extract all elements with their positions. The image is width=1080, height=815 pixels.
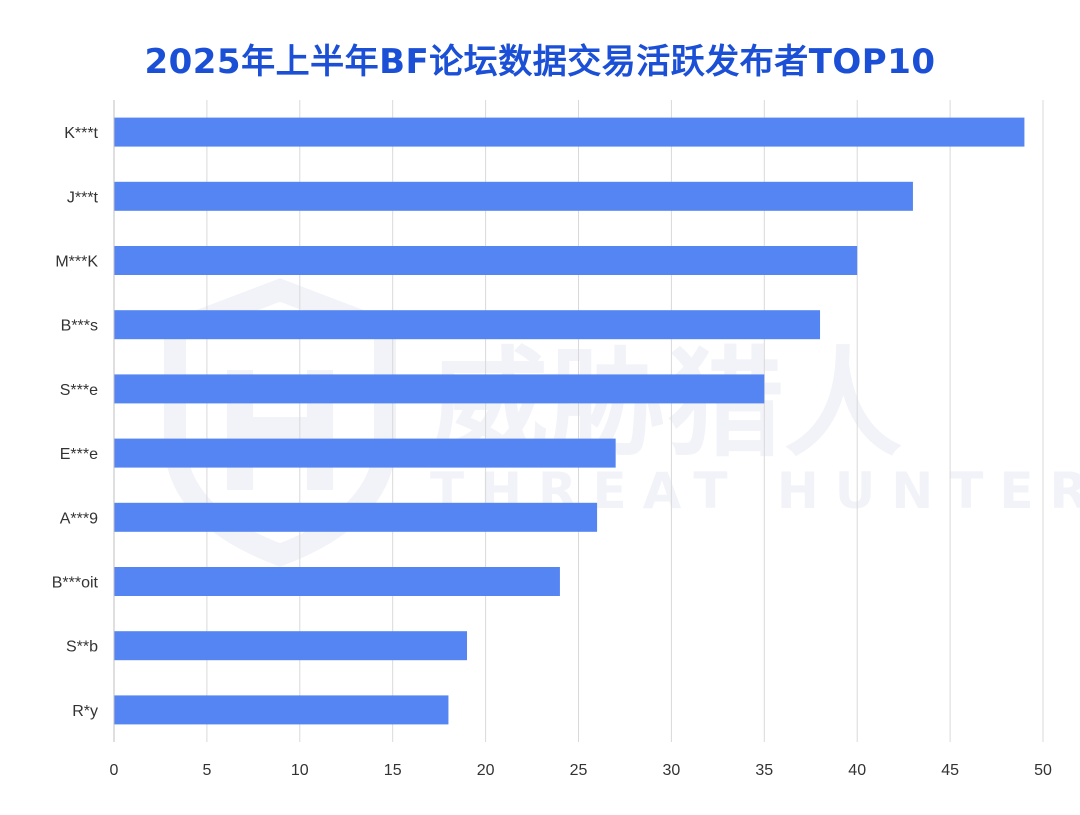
x-tick-label: 40 bbox=[848, 762, 866, 779]
x-tick-label: 50 bbox=[1034, 762, 1052, 779]
bar bbox=[114, 502, 598, 532]
x-tick-label: 25 bbox=[570, 762, 588, 779]
x-tick-label: 0 bbox=[110, 762, 119, 779]
x-tick-label: 15 bbox=[384, 762, 402, 779]
x-tick-label: 35 bbox=[755, 762, 773, 779]
x-tick-label: 20 bbox=[477, 762, 495, 779]
bar bbox=[114, 631, 468, 661]
chart-title: 2025年上半年BF论坛数据交易活跃发布者TOP10 bbox=[144, 42, 936, 82]
x-tick-label: 5 bbox=[202, 762, 211, 779]
x-tick-labels: 0 5 10 15 20 25 30 35 40 45 50 bbox=[110, 762, 1052, 779]
category-label: K***t bbox=[64, 125, 98, 142]
bars bbox=[114, 117, 1025, 725]
bar bbox=[114, 181, 913, 211]
bar bbox=[114, 567, 560, 596]
bar bbox=[114, 695, 449, 725]
bar bbox=[114, 246, 858, 275]
category-label: B***oit bbox=[52, 575, 99, 592]
category-label: M***K bbox=[55, 254, 98, 271]
category-label: R*y bbox=[72, 703, 98, 720]
bar bbox=[114, 438, 616, 468]
category-label: E***e bbox=[60, 446, 98, 463]
category-label: S***e bbox=[60, 382, 98, 399]
x-tick-label: 45 bbox=[941, 762, 959, 779]
bar bbox=[114, 374, 765, 404]
category-label: A***9 bbox=[60, 510, 98, 527]
x-tick-label: 10 bbox=[291, 762, 309, 779]
bar bbox=[114, 117, 1025, 147]
category-label: J***t bbox=[67, 189, 99, 206]
category-labels: K***t J***t M***K B***s S***e E***e A***9 B***o… bbox=[52, 125, 99, 720]
bar bbox=[114, 310, 821, 340]
category-label: B***s bbox=[61, 318, 98, 335]
x-tick-label: 30 bbox=[663, 762, 681, 779]
category-label: S**b bbox=[66, 639, 98, 656]
